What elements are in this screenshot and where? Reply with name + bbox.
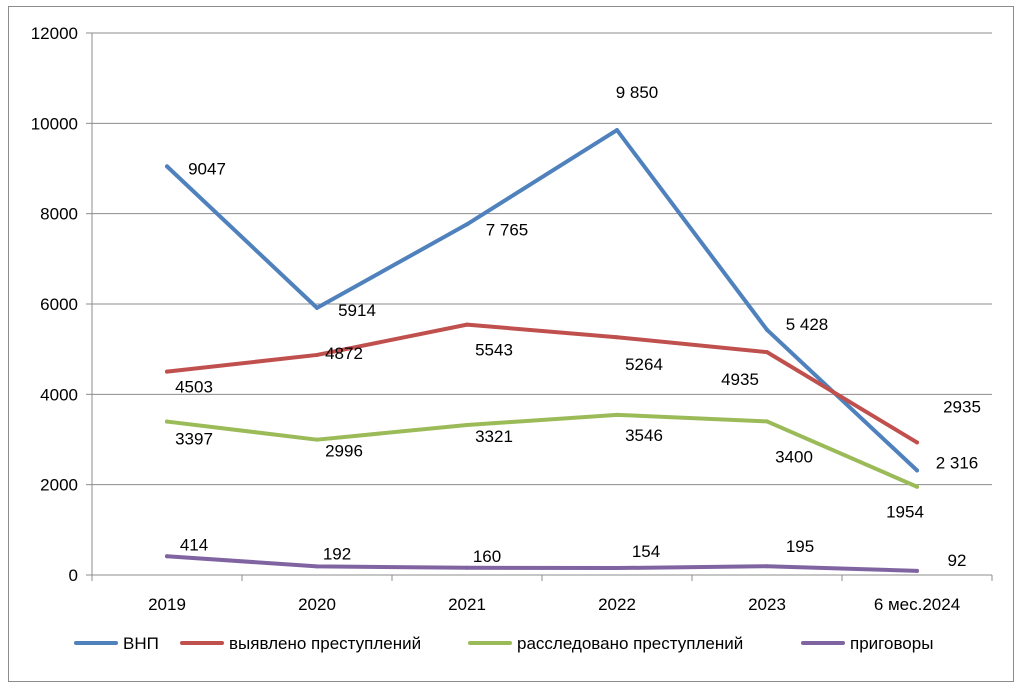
data-label-s2-0: 3397 xyxy=(175,430,213,449)
data-label-s1-2: 5543 xyxy=(475,341,513,360)
data-label-s0-3: 9 850 xyxy=(616,83,659,102)
data-label-s2-2: 3321 xyxy=(475,427,513,446)
series-2-point-3 xyxy=(615,412,619,417)
x-tick-label-3: 2022 xyxy=(598,595,636,614)
data-label-s0-5: 2 316 xyxy=(936,453,979,472)
series-line-2 xyxy=(165,412,919,489)
series-1-point-1 xyxy=(315,352,319,357)
x-tick-label-4: 2023 xyxy=(748,595,786,614)
data-labels: 9047 5914 7 765 9 850 5 428 2 316 4503 4872 5543… xyxy=(175,83,981,570)
data-label-s2-3: 3546 xyxy=(625,426,663,445)
y-axis: 0 2000 4000 6000 8000 10000 12000 xyxy=(31,24,93,585)
series-line-1 xyxy=(165,322,919,445)
legend-label-2: расследовано преступлений xyxy=(517,634,743,653)
data-label-s0-0: 9047 xyxy=(188,159,226,178)
data-label-s3-5: 92 xyxy=(948,551,967,570)
y-tick-label-12000: 12000 xyxy=(31,24,78,43)
series-1-point-4 xyxy=(765,350,769,355)
data-label-s0-1: 5914 xyxy=(338,301,376,320)
series-line-0 xyxy=(165,128,919,473)
data-label-s1-5: 2935 xyxy=(943,397,981,416)
data-label-s3-0: 414 xyxy=(180,535,208,554)
data-label-s3-1: 192 xyxy=(323,544,351,563)
data-label-s2-5: 1954 xyxy=(886,503,924,522)
series-3-point-0 xyxy=(165,554,169,559)
legend-label-3: приговоры xyxy=(850,634,933,653)
y-tick-label-6000: 6000 xyxy=(40,295,78,314)
series-lines xyxy=(165,128,919,573)
data-label-s1-3: 5264 xyxy=(625,355,663,374)
data-label-s3-2: 160 xyxy=(473,547,501,566)
series-0-point-3 xyxy=(615,128,619,133)
series-2-point-1 xyxy=(315,437,319,442)
y-tick-label-8000: 8000 xyxy=(40,205,78,224)
series-1-point-3 xyxy=(615,335,619,340)
data-label-s1-1: 4872 xyxy=(325,344,363,363)
legend-label-0: ВНП xyxy=(123,634,159,653)
series-3-point-1 xyxy=(315,564,319,569)
x-axis: 2019 2020 2021 2022 2023 6 мес.2024 xyxy=(91,574,993,614)
x-tick-label-0: 2019 xyxy=(148,595,186,614)
series-2-point-2 xyxy=(465,423,469,428)
series-0-point-2 xyxy=(465,222,469,227)
series-line-3 xyxy=(165,554,919,573)
series-3-point-3 xyxy=(615,566,619,571)
series-2-point-4 xyxy=(765,419,769,424)
x-tick-label-1: 2020 xyxy=(298,595,336,614)
legend: ВНП выявлено преступлений расследовано пре… xyxy=(74,634,933,653)
x-tick-label-2: 2021 xyxy=(448,595,486,614)
series-0-point-4 xyxy=(765,327,769,332)
series-3-point-5 xyxy=(915,568,919,573)
series-0-point-5 xyxy=(915,468,919,473)
series-3-point-4 xyxy=(765,564,769,569)
data-label-s1-0: 4503 xyxy=(175,378,213,397)
series-0-point-1 xyxy=(315,305,319,310)
series-1-point-5 xyxy=(915,440,919,445)
data-label-s0-4: 5 428 xyxy=(786,315,829,334)
data-label-s3-3: 154 xyxy=(632,542,660,561)
data-label-s2-1: 2996 xyxy=(325,442,363,461)
y-tick-label-2000: 2000 xyxy=(40,476,78,495)
data-label-s3-4: 195 xyxy=(786,537,814,556)
y-tick-label-10000: 10000 xyxy=(31,114,78,133)
series-1-point-2 xyxy=(465,322,469,327)
y-tick-label-4000: 4000 xyxy=(40,385,78,404)
legend-label-1: выявлено преступлений xyxy=(229,634,421,653)
data-label-s1-4: 4935 xyxy=(721,370,759,389)
x-tick-label-5: 6 мес.2024 xyxy=(874,595,960,614)
gridlines xyxy=(92,32,992,576)
series-2-point-5 xyxy=(915,484,919,489)
data-label-s0-2: 7 765 xyxy=(486,220,529,239)
y-tick-label-0: 0 xyxy=(69,566,78,585)
data-label-s2-4: 3400 xyxy=(775,447,813,466)
series-3-point-2 xyxy=(465,565,469,570)
series-1-point-0 xyxy=(165,369,169,374)
series-0-point-0 xyxy=(165,164,169,169)
series-2-point-0 xyxy=(165,419,169,424)
